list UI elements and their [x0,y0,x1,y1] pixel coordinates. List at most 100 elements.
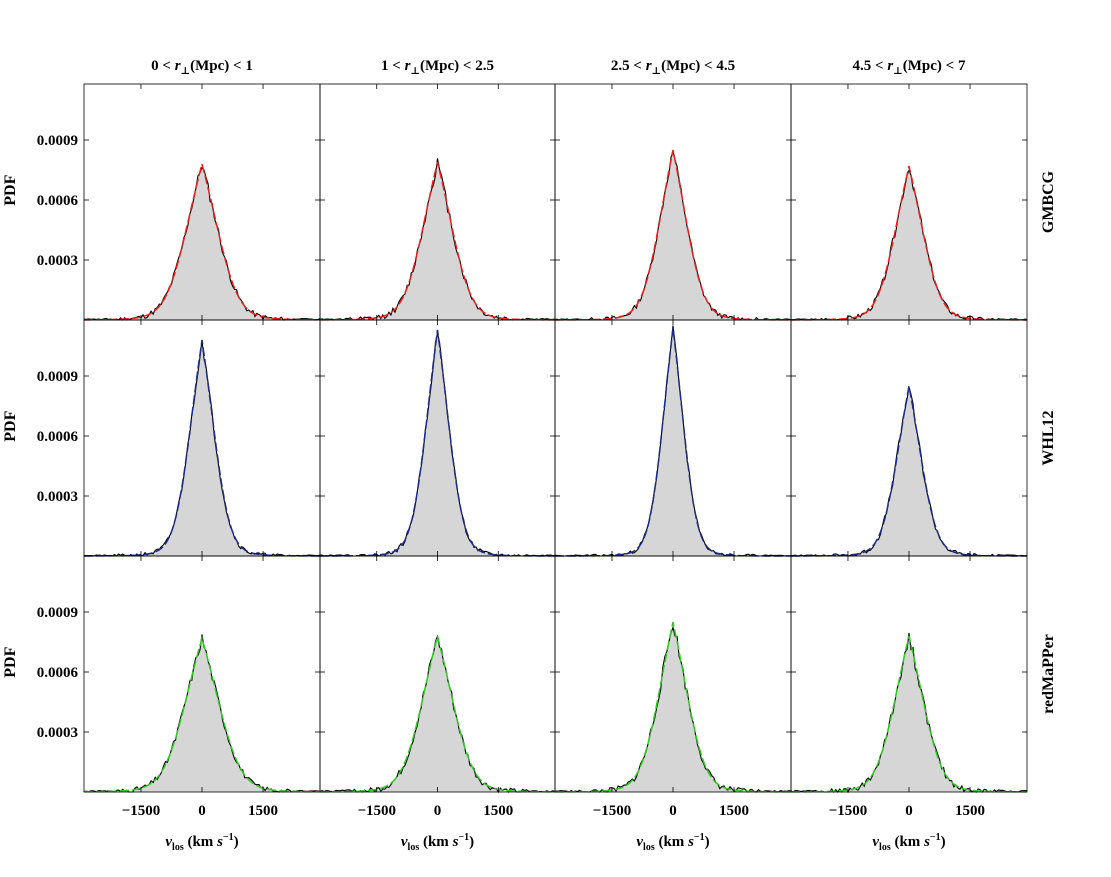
x-tick-label: −1500 [829,803,868,819]
y-tick-label: 0.0009 [37,369,78,385]
panel-redmapper-col3 [554,555,792,793]
x-axis-title: vlos (km s−1) [165,832,238,853]
x-tick-label: 1500 [483,803,513,819]
xlabel-unit-s: s [923,834,930,850]
y-tick-label: 0.0006 [37,193,79,209]
header-subscript: ⊥ [893,66,903,77]
panel-whl12-col4 [790,319,1028,557]
header-lower-bound: 4.5 < [853,58,888,74]
xlabel-symbol: v [872,834,879,850]
xlabel-unit-s: s [452,834,459,850]
x-tick-label: 0 [905,803,913,819]
xlabel-symbol: v [636,834,643,850]
header-symbol: r [646,58,652,74]
header-lower-bound: 0 < [151,58,175,74]
model-curve [320,161,555,321]
histogram-fill [555,627,791,792]
header-upper-bound: (Mpc) < 4.5 [661,58,735,74]
x-tick-label: 0 [669,803,677,819]
histogram-line [554,325,792,557]
row-label-whl12: WHL12 [1040,410,1057,465]
model-curve [791,165,1027,321]
y-tick-label: 0.0003 [37,725,78,741]
header-subscript: ⊥ [181,66,191,77]
histogram-fill [84,167,320,320]
row-label-gmbcg: GMBCG [1040,170,1057,233]
header-upper-bound: (Mpc) < 1 [190,58,253,74]
xlabel-subscript: los [408,842,420,853]
xlabel-unit-open: (km [184,834,217,850]
histogram-fill [791,387,1027,556]
x-axis-title: vlos (km s−1) [636,832,709,853]
panel-whl12-col3 [554,319,792,557]
xlabel-subscript: los [172,842,184,853]
panel-gmbcg-col1 [83,83,321,321]
row-label-redmapper: redMaPPer [1040,634,1057,714]
header-symbol: r [405,58,411,74]
x-tick-label: 1500 [955,803,985,819]
histogram-fill [84,634,320,792]
xlabel-unit-close: ) [705,834,710,850]
histogram-fill [84,340,320,556]
panel-redmapper-col1 [83,555,321,793]
y-tick-label: 0.0003 [37,489,78,505]
y-axis-title: PDF [2,646,19,677]
xlabel-unit-exp: −1 [458,832,469,843]
xlabel-unit-s: s [687,834,694,850]
histogram-fill [555,150,791,320]
model-curve [791,635,1027,793]
histogram-fill [791,633,1027,792]
histogram-fill [555,325,791,556]
y-tick-label: 0.0003 [37,253,78,269]
xlabel-unit-exp: −1 [223,832,234,843]
column-header-3: 2.5 < r⊥(Mpc) < 4.5 [611,58,735,77]
xlabel-subscript: los [643,842,655,853]
panel-gmbcg-col4 [790,83,1028,321]
xlabel-unit-close: ) [234,834,239,850]
column-header-2: 1 < r⊥(Mpc) < 2.5 [381,58,494,77]
model-curve [84,163,320,321]
y-tick-label: 0.0006 [37,665,79,681]
xlabel-symbol: v [165,834,172,850]
panel-whl12-col1 [83,319,321,557]
row-labels: GMBCG WHL12 redMaPPer [1040,170,1057,714]
header-upper-bound: (Mpc) < 2.5 [420,58,494,74]
model-curve [555,149,791,321]
xlabel-unit-open: (km [655,834,688,850]
panel-gmbcg-col3 [554,83,792,321]
header-lower-bound: 2.5 < [611,58,646,74]
column-header-1: 0 < r⊥(Mpc) < 1 [151,58,253,77]
panels-layer [83,83,1028,794]
panel-redmapper-col4 [790,555,1028,794]
header-subscript: ⊥ [410,66,420,77]
header-upper-bound: (Mpc) < 7 [903,58,966,74]
panel-whl12-col2 [319,319,556,557]
histogram-fill [320,333,555,556]
header-subscript: ⊥ [652,66,662,77]
xlabel-unit-close: ) [469,834,474,850]
histogram-line [554,625,792,793]
x-tick-label: 0 [198,803,206,819]
x-tick-label: 0 [434,803,442,819]
histogram-fill [320,158,555,320]
y-axis-title: PDF [2,410,19,441]
y-tick-label: 0.0009 [37,605,78,621]
model-curve [84,635,320,793]
header-lower-bound: 1 < [381,58,405,74]
y-tick-label: 0.0009 [37,133,78,149]
model-curve [320,635,555,793]
xlabel-unit-open: (km [419,834,452,850]
xlabel-subscript: los [879,842,891,853]
x-tick-label: 1500 [248,803,278,819]
xlabel-unit-s: s [216,834,223,850]
panel-gmbcg-col2 [319,83,556,321]
panel-redmapper-col2 [319,555,556,794]
y-axis-labels: PDF 0.0003 0.0006 0.0009 PDF 0.0003 0.0006 0.00… [2,133,79,741]
histogram-fill [791,170,1027,320]
xlabel-unit-exp: −1 [930,832,941,843]
x-tick-label: 1500 [719,803,749,819]
header-symbol: r [175,58,181,74]
